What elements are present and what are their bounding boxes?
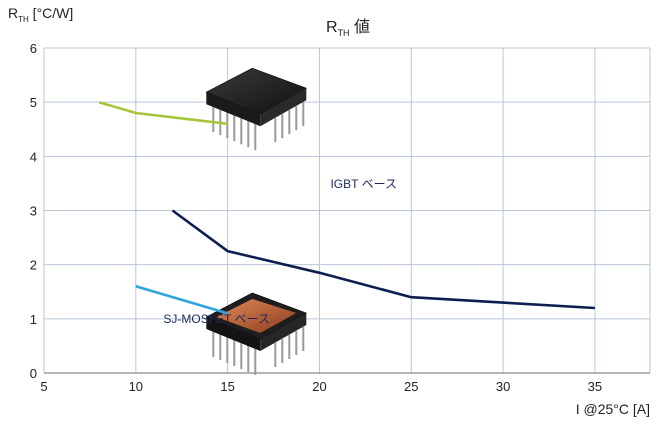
pin xyxy=(240,341,243,369)
pin xyxy=(219,107,222,136)
pin xyxy=(274,343,277,367)
x-tick-label: 10 xyxy=(129,379,143,394)
y-tick-labels: 0 1 2 3 4 5 6 xyxy=(30,41,37,381)
igbt-module-icon xyxy=(205,67,308,151)
x-axis-label: I @25°C [A] xyxy=(576,401,650,417)
pin xyxy=(254,122,257,151)
pin xyxy=(281,339,284,363)
igbt-annotation: IGBT ベース xyxy=(330,177,397,191)
pin xyxy=(302,327,305,351)
y-tick-label: 2 xyxy=(30,258,37,273)
pin xyxy=(233,113,236,142)
pin xyxy=(226,335,229,363)
pin xyxy=(212,329,215,357)
x-tick-label: 15 xyxy=(220,379,234,394)
chart-title: RTH 値 xyxy=(326,18,370,38)
series xyxy=(98,100,595,315)
y-tick-label: 4 xyxy=(30,149,37,164)
series-line-1 xyxy=(171,209,595,310)
x-tick-label: 25 xyxy=(404,379,418,394)
y-axis-label: RTH [°C/W] xyxy=(8,5,73,24)
sj-mosfet-annotation: SJ-MOSFET ベース xyxy=(163,312,270,326)
x-tick-label: 20 xyxy=(312,379,326,394)
y-tick-label: 5 xyxy=(30,95,37,110)
pin xyxy=(254,347,257,375)
x-tick-label: 30 xyxy=(496,379,510,394)
pin xyxy=(281,114,284,139)
pin xyxy=(274,118,277,143)
chart-title-suffix: 値 xyxy=(350,18,370,36)
pin xyxy=(295,331,298,355)
chart-title-sub: TH xyxy=(338,28,350,38)
x-tick-label: 35 xyxy=(588,379,602,394)
annotations: IGBT ベース SJ-MOSFET ベース xyxy=(163,177,397,326)
pin xyxy=(233,338,236,366)
x-tick-labels: 5 10 15 20 25 30 35 xyxy=(40,379,602,394)
x-tick-label: 5 xyxy=(40,379,47,394)
pin xyxy=(302,102,305,127)
grid xyxy=(43,47,651,373)
y-axis-label-sub: TH xyxy=(18,15,29,24)
y-tick-label: 3 xyxy=(30,204,37,219)
pin xyxy=(240,116,243,145)
sj-mosfet-module-icon xyxy=(205,292,308,375)
pin xyxy=(288,335,291,359)
series-line-0 xyxy=(98,100,228,126)
y-tick-label: 6 xyxy=(30,41,37,56)
pin xyxy=(295,106,298,131)
y-axis-label-suffix: [°C/W] xyxy=(29,5,73,21)
chart-title-main: R xyxy=(326,19,338,36)
series-line-2 xyxy=(135,285,228,315)
pin xyxy=(219,332,222,360)
pin xyxy=(247,344,250,372)
y-tick-label: 0 xyxy=(30,366,37,381)
y-axis-label-main: R xyxy=(8,5,18,21)
y-tick-label: 1 xyxy=(30,312,37,327)
pin xyxy=(288,110,291,135)
pin xyxy=(212,104,215,133)
pin xyxy=(247,119,250,148)
